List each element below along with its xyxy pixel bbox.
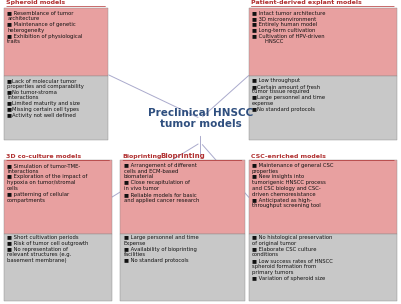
Text: ■ Resemblance of tumor
architecture
■ Maintenance of genetic
heterogeneity
■ Exh: ■ Resemblance of tumor architecture ■ Ma… — [7, 10, 83, 44]
FancyBboxPatch shape — [4, 161, 112, 233]
Text: Bioprinting: Bioprinting — [122, 154, 162, 159]
Text: ■ Maintenance of general CSC
properties
■ New insights into
tumorigenic HNSCC pr: ■ Maintenance of general CSC properties … — [252, 163, 333, 209]
Text: ■ Simulation of tumor-TME-
interactions
■ Exploration of the impact of
hypoxia o: ■ Simulation of tumor-TME- interactions … — [7, 163, 87, 203]
Text: ■ Intact tumor architecture
■ 3D microenvironment
■ Entirely human model
■ Long-: ■ Intact tumor architecture ■ 3D microen… — [252, 10, 325, 44]
Text: ■ Large personnel and time
Expense
■ Availability of bioprinting
facilities
■ No: ■ Large personnel and time Expense ■ Ava… — [124, 235, 198, 263]
Text: ■Lack of molecular tumor
properties and comparability
■No tumor-stroma
interacti: ■Lack of molecular tumor properties and … — [7, 78, 84, 118]
FancyBboxPatch shape — [4, 76, 108, 140]
Text: ■ Short cultivation periods
■ Risk of tumor cell outgrowth
■ No representation o: ■ Short cultivation periods ■ Risk of tu… — [7, 235, 89, 263]
Text: Bioprinting: Bioprinting — [160, 153, 205, 159]
FancyBboxPatch shape — [249, 8, 397, 76]
FancyBboxPatch shape — [249, 76, 397, 140]
Text: Spheroid models: Spheroid models — [6, 0, 65, 5]
Text: ■ Arrangement of different
cells and ECM-based
biomaterial
■ Close recapitulatio: ■ Arrangement of different cells and ECM… — [124, 163, 199, 203]
FancyBboxPatch shape — [249, 233, 397, 301]
Text: ■ Low throughput
■Certain amount of fresh
tumor tissue required
■Large personnel: ■ Low throughput ■Certain amount of fres… — [252, 78, 325, 112]
Text: Patient-derived explant models: Patient-derived explant models — [251, 0, 361, 5]
FancyBboxPatch shape — [4, 8, 108, 76]
FancyBboxPatch shape — [120, 233, 245, 301]
FancyBboxPatch shape — [249, 161, 397, 233]
FancyBboxPatch shape — [120, 161, 245, 233]
FancyBboxPatch shape — [4, 233, 112, 301]
Text: 3D co-culture models: 3D co-culture models — [6, 154, 81, 159]
Text: ■ No histological preservation
of original tumor
■ Elaborate CSC culture
conditi: ■ No histological preservation of origin… — [252, 235, 333, 281]
Text: CSC-enriched models: CSC-enriched models — [251, 154, 326, 159]
Text: Preclinical HNSCC
tumor models: Preclinical HNSCC tumor models — [148, 108, 253, 130]
